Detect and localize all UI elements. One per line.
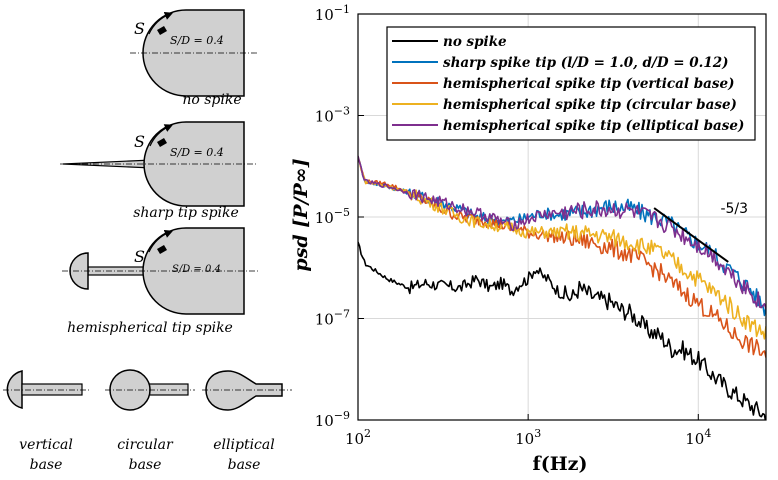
elliptical-base-shape (205, 370, 283, 411)
series-layer (358, 155, 766, 420)
x-axis-label: f(Hz) (533, 453, 588, 475)
series-line (358, 157, 766, 358)
y-tick-label: 10−5 (315, 206, 350, 227)
schematic-sharp-tip: S S/D = 0.4 sharp tip spike (60, 121, 258, 221)
ratio-label: S/D = 0.4 (172, 264, 221, 275)
psd-chart: 102 103 104 10−9 10−7 10−5 10−3 10−1 -5/3 f(Hz)… (290, 3, 767, 475)
x-tick-label: 102 (345, 427, 371, 448)
base-rod (21, 383, 83, 396)
y-tick-label: 10−7 (315, 308, 350, 329)
caption-no-spike: no spike (182, 92, 241, 108)
sensor-mark (157, 245, 167, 254)
s-label: S (134, 19, 145, 38)
y-tick-label: 10−3 (315, 105, 350, 126)
schematic-hemi-tip: S S/D = 0.4 hemispherical tip spike (62, 227, 258, 336)
base-circular: circular base (105, 369, 195, 473)
y-tick-label: 10−1 (315, 3, 350, 24)
ticks: 102 103 104 10−9 10−7 10−5 10−3 10−1 (315, 3, 712, 448)
legend-box (386, 26, 756, 141)
annotation: -5/3 (653, 201, 748, 263)
s-label: S (134, 247, 145, 266)
slope-line (653, 207, 729, 263)
vertical-base-shape (6, 370, 23, 409)
arc-arrow (148, 12, 174, 35)
arc-arrow (148, 230, 174, 253)
base-caption-line1: elliptical (213, 437, 274, 453)
legend-label: no spike (443, 34, 507, 50)
arc-arrow (149, 124, 174, 147)
slope-label: -5/3 (720, 201, 748, 217)
legend-label: hemispherical spike tip (vertical base) (443, 76, 734, 92)
legend-label: sharp spike tip (l/D = 1.0, d/D = 0.12) (443, 55, 729, 71)
series-line (358, 156, 766, 340)
series-line (358, 241, 766, 420)
base-elliptical: elliptical base (202, 370, 292, 473)
ratio-label: S/D = 0.4 (170, 146, 224, 159)
schematic-no-spike: S S/D = 0.4 no spike (130, 9, 258, 108)
base-vertical: vertical base (3, 370, 90, 473)
y-tick-label: 10−9 (315, 409, 350, 430)
base-caption-line2: base (30, 457, 63, 473)
caption-hemi-tip: hemispherical tip spike (67, 320, 233, 336)
schematic-panel: S S/D = 0.4 no spike S S/D = 0.4 sharp t… (3, 9, 292, 473)
base-caption-line2: base (228, 457, 261, 473)
sensor-mark (157, 138, 167, 147)
legend-label: hemispherical spike tip (elliptical base… (443, 118, 744, 134)
x-tick-label: 104 (685, 427, 711, 448)
legend: no spike sharp spike tip (l/D = 1.0, d/D … (386, 26, 756, 141)
base-caption-line1: vertical (19, 437, 73, 453)
ratio-label: S/D = 0.4 (170, 34, 224, 47)
y-axis-label: psd [P/P∞] (290, 158, 312, 271)
caption-sharp-tip: sharp tip spike (133, 205, 239, 221)
series-line (358, 155, 766, 310)
x-tick-label: 103 (515, 427, 541, 448)
s-label: S (134, 132, 145, 151)
legend-label: hemispherical spike tip (circular base) (443, 97, 737, 113)
base-caption-line1: circular (117, 437, 174, 453)
base-caption-line2: base (129, 457, 162, 473)
sensor-mark (157, 26, 167, 35)
